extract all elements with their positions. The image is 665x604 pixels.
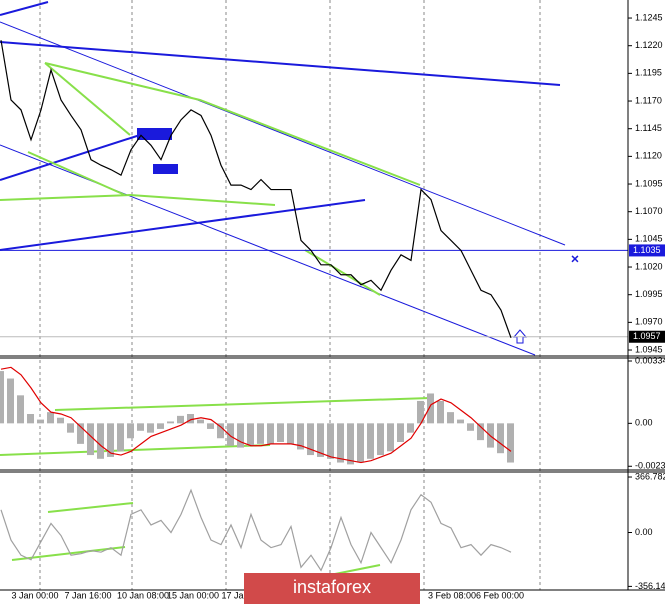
hist-bar — [437, 400, 444, 424]
y-tick-label: 1.1145 — [635, 123, 662, 133]
hist-bar — [177, 415, 184, 424]
hist-bar — [147, 423, 154, 433]
hist-bar — [327, 423, 334, 459]
hist-bar — [507, 423, 514, 463]
y-tick-label: 1.1195 — [635, 68, 662, 78]
x-tick-label: 17 Jan — [221, 590, 248, 600]
hist-bar — [477, 423, 484, 441]
green-trendlines — [0, 62, 431, 579]
zone — [137, 128, 172, 140]
hist-bar — [467, 423, 474, 431]
hist-bar — [77, 423, 84, 444]
hist-bar — [257, 423, 264, 444]
price-line-series — [0, 488, 512, 572]
blue-trendlines — [0, 1, 566, 356]
y-tick-label: 0.00334 — [635, 355, 665, 365]
x-tick-label: 15 Jan 00:00 — [167, 590, 219, 600]
hist-bar — [117, 423, 124, 452]
hist-bar — [377, 423, 384, 456]
y-tick-label: 1.1170 — [635, 95, 662, 105]
y-tick-label: 0.00 — [635, 527, 653, 537]
price-line-series — [0, 40, 512, 339]
y-tick-label: -356.145 — [635, 581, 665, 591]
hist-bar — [227, 423, 234, 446]
hist-bar — [167, 421, 174, 424]
hist-bar — [367, 423, 374, 459]
hist-bar — [357, 423, 364, 463]
hist-bar — [97, 423, 104, 459]
hist-bar — [287, 423, 294, 444]
hist-bar — [47, 412, 54, 424]
hist-bar — [17, 395, 24, 424]
hist-bar — [137, 423, 144, 431]
price-label-box — [629, 330, 665, 343]
hist-bar — [237, 423, 244, 448]
hist-bar — [247, 423, 254, 446]
zone — [153, 164, 178, 174]
hist-bar — [197, 419, 204, 424]
hist-bar — [307, 423, 314, 456]
price-label: 1.1035 — [633, 245, 661, 255]
x-tick-label: 6 Feb 00:00 — [476, 590, 524, 600]
hist-bar — [87, 423, 94, 456]
watermark: instaforex — [293, 577, 371, 597]
y-tick-label: -0.0023 — [635, 461, 665, 471]
hist-bar — [27, 414, 34, 424]
hist-bar — [217, 423, 224, 439]
y-tick-label: 1.1095 — [635, 178, 663, 188]
y-tick-label: 0.00 — [635, 418, 653, 428]
price-label-box — [629, 244, 665, 257]
hist-bar — [427, 393, 434, 424]
hist-bar — [337, 423, 344, 463]
hist-bar — [57, 417, 64, 424]
y-tick-label: 1.1220 — [635, 40, 663, 50]
hist-bar — [207, 423, 214, 429]
hist-bar — [497, 423, 504, 454]
hist-bar — [187, 414, 194, 424]
hist-bar — [107, 423, 114, 457]
hist-bar — [407, 423, 414, 433]
hist-bar — [387, 423, 394, 452]
y-tick-label: 1.1070 — [635, 206, 663, 216]
hist-bar — [297, 423, 304, 450]
price-label: 1.0957 — [633, 331, 661, 341]
watermark-box — [244, 573, 420, 604]
hist-bar — [447, 412, 454, 424]
cross-marker: × — [571, 251, 579, 267]
hist-bar — [157, 423, 164, 429]
y-tick-label: 1.1245 — [635, 12, 663, 22]
x-tick-label: 3 Feb 08:00 — [428, 590, 476, 600]
x-tick-label: 3 Jan 00:00 — [11, 590, 58, 600]
hist-bar — [397, 423, 404, 442]
y-tick-label: 1.0970 — [635, 317, 663, 327]
x-tick-label: 10 Jan 08:00 — [117, 590, 169, 600]
hist-bar — [417, 400, 424, 424]
hist-bar — [347, 423, 354, 465]
hist-bar — [457, 419, 464, 424]
hist-bar — [67, 423, 74, 433]
signal-line — [0, 366, 512, 464]
hist-bar — [0, 371, 4, 424]
hist-bar — [277, 423, 284, 442]
y-tick-label: 1.0945 — [635, 344, 663, 354]
y-tick-label: 1.1020 — [635, 261, 663, 271]
hist-bar — [267, 423, 274, 444]
hist-bar — [317, 423, 324, 457]
hist-bar — [37, 419, 44, 424]
y-tick-label: 1.1045 — [635, 234, 663, 244]
y-tick-label: 1.0995 — [635, 289, 663, 299]
y-tick-label: 1.1120 — [635, 151, 662, 161]
v-grid — [39, 0, 541, 590]
x-tick-label: 7 Jan 16:00 — [64, 590, 111, 600]
hist-bar — [7, 378, 14, 424]
hist-bar — [127, 423, 134, 439]
y-tick-label: 366.782 — [635, 471, 665, 481]
